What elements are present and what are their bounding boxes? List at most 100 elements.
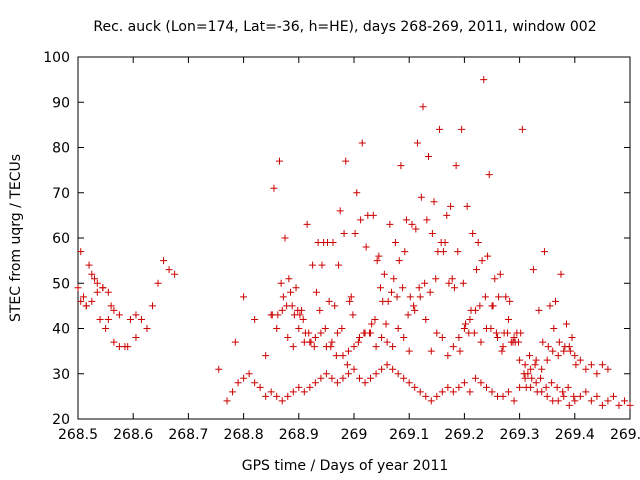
- data-point: [316, 306, 324, 314]
- data-point: [351, 229, 359, 237]
- data-point: [560, 392, 568, 400]
- x-tick-label: 269.3: [500, 427, 540, 443]
- data-point: [275, 157, 283, 165]
- data-series: [74, 76, 634, 409]
- data-point: [484, 252, 492, 260]
- data-point: [299, 315, 307, 323]
- data-point: [582, 365, 590, 373]
- data-point: [572, 361, 580, 369]
- data-point: [335, 261, 343, 269]
- data-point: [417, 193, 425, 201]
- data-point: [93, 279, 101, 287]
- x-axis: 268.5 268.6 268.7 268.8 268.9 269 269.1 269.2 26…: [58, 57, 640, 443]
- data-point: [388, 288, 396, 296]
- data-point: [425, 153, 433, 161]
- data-point: [510, 397, 518, 405]
- data-point: [143, 325, 151, 332]
- data-point: [535, 306, 543, 314]
- data-point: [505, 315, 513, 323]
- data-point: [449, 343, 457, 351]
- data-point: [371, 315, 379, 323]
- data-point: [477, 338, 485, 346]
- data-point: [421, 279, 429, 287]
- data-point: [287, 288, 295, 296]
- data-point: [357, 216, 365, 224]
- data-point: [285, 275, 293, 283]
- data-point: [554, 397, 562, 405]
- data-point: [343, 361, 351, 369]
- data-point: [399, 284, 407, 292]
- data-point: [270, 184, 278, 192]
- data-point: [327, 343, 335, 351]
- data-point: [240, 293, 248, 301]
- data-point: [481, 293, 489, 301]
- data-point: [488, 388, 496, 396]
- data-point: [593, 392, 601, 400]
- data-point: [223, 397, 231, 405]
- data-point: [339, 374, 347, 382]
- data-point: [350, 343, 358, 351]
- data-point: [582, 388, 590, 396]
- data-point: [365, 329, 373, 337]
- x-tick-label: 268.7: [168, 427, 208, 443]
- data-point: [428, 229, 436, 237]
- data-point: [88, 270, 96, 278]
- data-point: [539, 338, 547, 346]
- data-point: [397, 162, 405, 170]
- data-point: [160, 257, 168, 265]
- data-point: [427, 347, 435, 355]
- data-point: [470, 329, 478, 337]
- data-point: [329, 239, 337, 247]
- data-point: [115, 343, 123, 351]
- data-point: [85, 261, 93, 269]
- plot-frame: [77, 56, 631, 420]
- data-point: [102, 325, 110, 332]
- y-tick-label: 60: [52, 231, 70, 247]
- data-point: [328, 338, 336, 346]
- data-point: [284, 392, 292, 400]
- data-point: [289, 343, 297, 351]
- x-tick-label: 269.4: [555, 427, 595, 443]
- data-point: [543, 356, 551, 364]
- data-point: [499, 343, 507, 351]
- data-point: [309, 261, 317, 269]
- data-point: [615, 401, 623, 409]
- chart-title: Rec. auck (Lon=174, Lat=-36, h=HE), days…: [93, 19, 596, 35]
- data-point: [406, 293, 414, 301]
- data-point: [416, 293, 424, 301]
- data-point: [423, 216, 431, 224]
- data-point: [344, 370, 352, 378]
- data-point: [477, 379, 485, 387]
- data-point: [296, 311, 304, 319]
- data-point: [438, 388, 446, 396]
- data-point: [303, 220, 311, 228]
- data-point: [393, 293, 401, 301]
- data-point: [554, 352, 562, 360]
- data-point: [491, 275, 499, 283]
- data-point: [516, 356, 524, 364]
- data-point: [415, 284, 423, 292]
- data-point: [277, 279, 285, 287]
- data-point: [171, 270, 179, 278]
- data-point: [444, 383, 452, 391]
- data-point: [482, 383, 490, 391]
- data-point: [384, 297, 392, 305]
- data-point: [542, 383, 550, 391]
- data-point: [96, 315, 104, 323]
- data-point: [284, 334, 292, 342]
- data-point: [367, 374, 375, 382]
- data-point: [353, 189, 361, 197]
- data-point: [587, 361, 595, 369]
- y-tick-label: 90: [52, 95, 70, 111]
- data-point: [422, 315, 430, 323]
- data-point: [533, 388, 541, 396]
- data-point: [458, 125, 466, 133]
- data-point: [422, 392, 430, 400]
- data-point: [331, 302, 339, 310]
- data-point: [333, 329, 341, 337]
- data-point: [338, 325, 346, 332]
- data-point: [154, 279, 162, 287]
- data-point: [104, 315, 112, 323]
- data-point: [132, 311, 140, 319]
- data-point: [537, 374, 545, 382]
